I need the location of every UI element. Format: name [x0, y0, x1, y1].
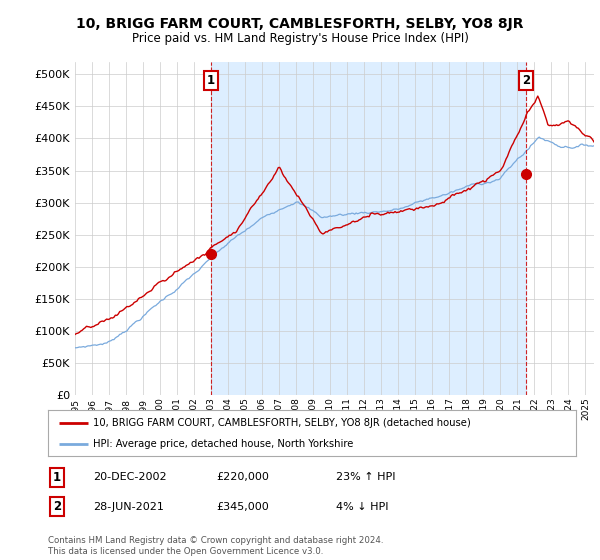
Text: 23% ↑ HPI: 23% ↑ HPI [336, 472, 395, 482]
Text: 20-DEC-2002: 20-DEC-2002 [93, 472, 167, 482]
Text: 28-JUN-2021: 28-JUN-2021 [93, 502, 164, 512]
Text: £220,000: £220,000 [216, 472, 269, 482]
Text: Price paid vs. HM Land Registry's House Price Index (HPI): Price paid vs. HM Land Registry's House … [131, 32, 469, 45]
Text: 1: 1 [53, 470, 61, 484]
Text: 1: 1 [206, 74, 215, 87]
Text: 10, BRIGG FARM COURT, CAMBLESFORTH, SELBY, YO8 8JR: 10, BRIGG FARM COURT, CAMBLESFORTH, SELB… [76, 17, 524, 31]
Text: HPI: Average price, detached house, North Yorkshire: HPI: Average price, detached house, Nort… [93, 440, 353, 450]
Bar [211, 62, 526, 395]
Text: 10, BRIGG FARM COURT, CAMBLESFORTH, SELBY, YO8 8JR (detached house): 10, BRIGG FARM COURT, CAMBLESFORTH, SELB… [93, 418, 470, 428]
Text: 2: 2 [522, 74, 530, 87]
Text: 4% ↓ HPI: 4% ↓ HPI [336, 502, 389, 512]
Text: 2: 2 [53, 500, 61, 514]
Text: £345,000: £345,000 [216, 502, 269, 512]
Text: Contains HM Land Registry data © Crown copyright and database right 2024.
This d: Contains HM Land Registry data © Crown c… [48, 536, 383, 556]
